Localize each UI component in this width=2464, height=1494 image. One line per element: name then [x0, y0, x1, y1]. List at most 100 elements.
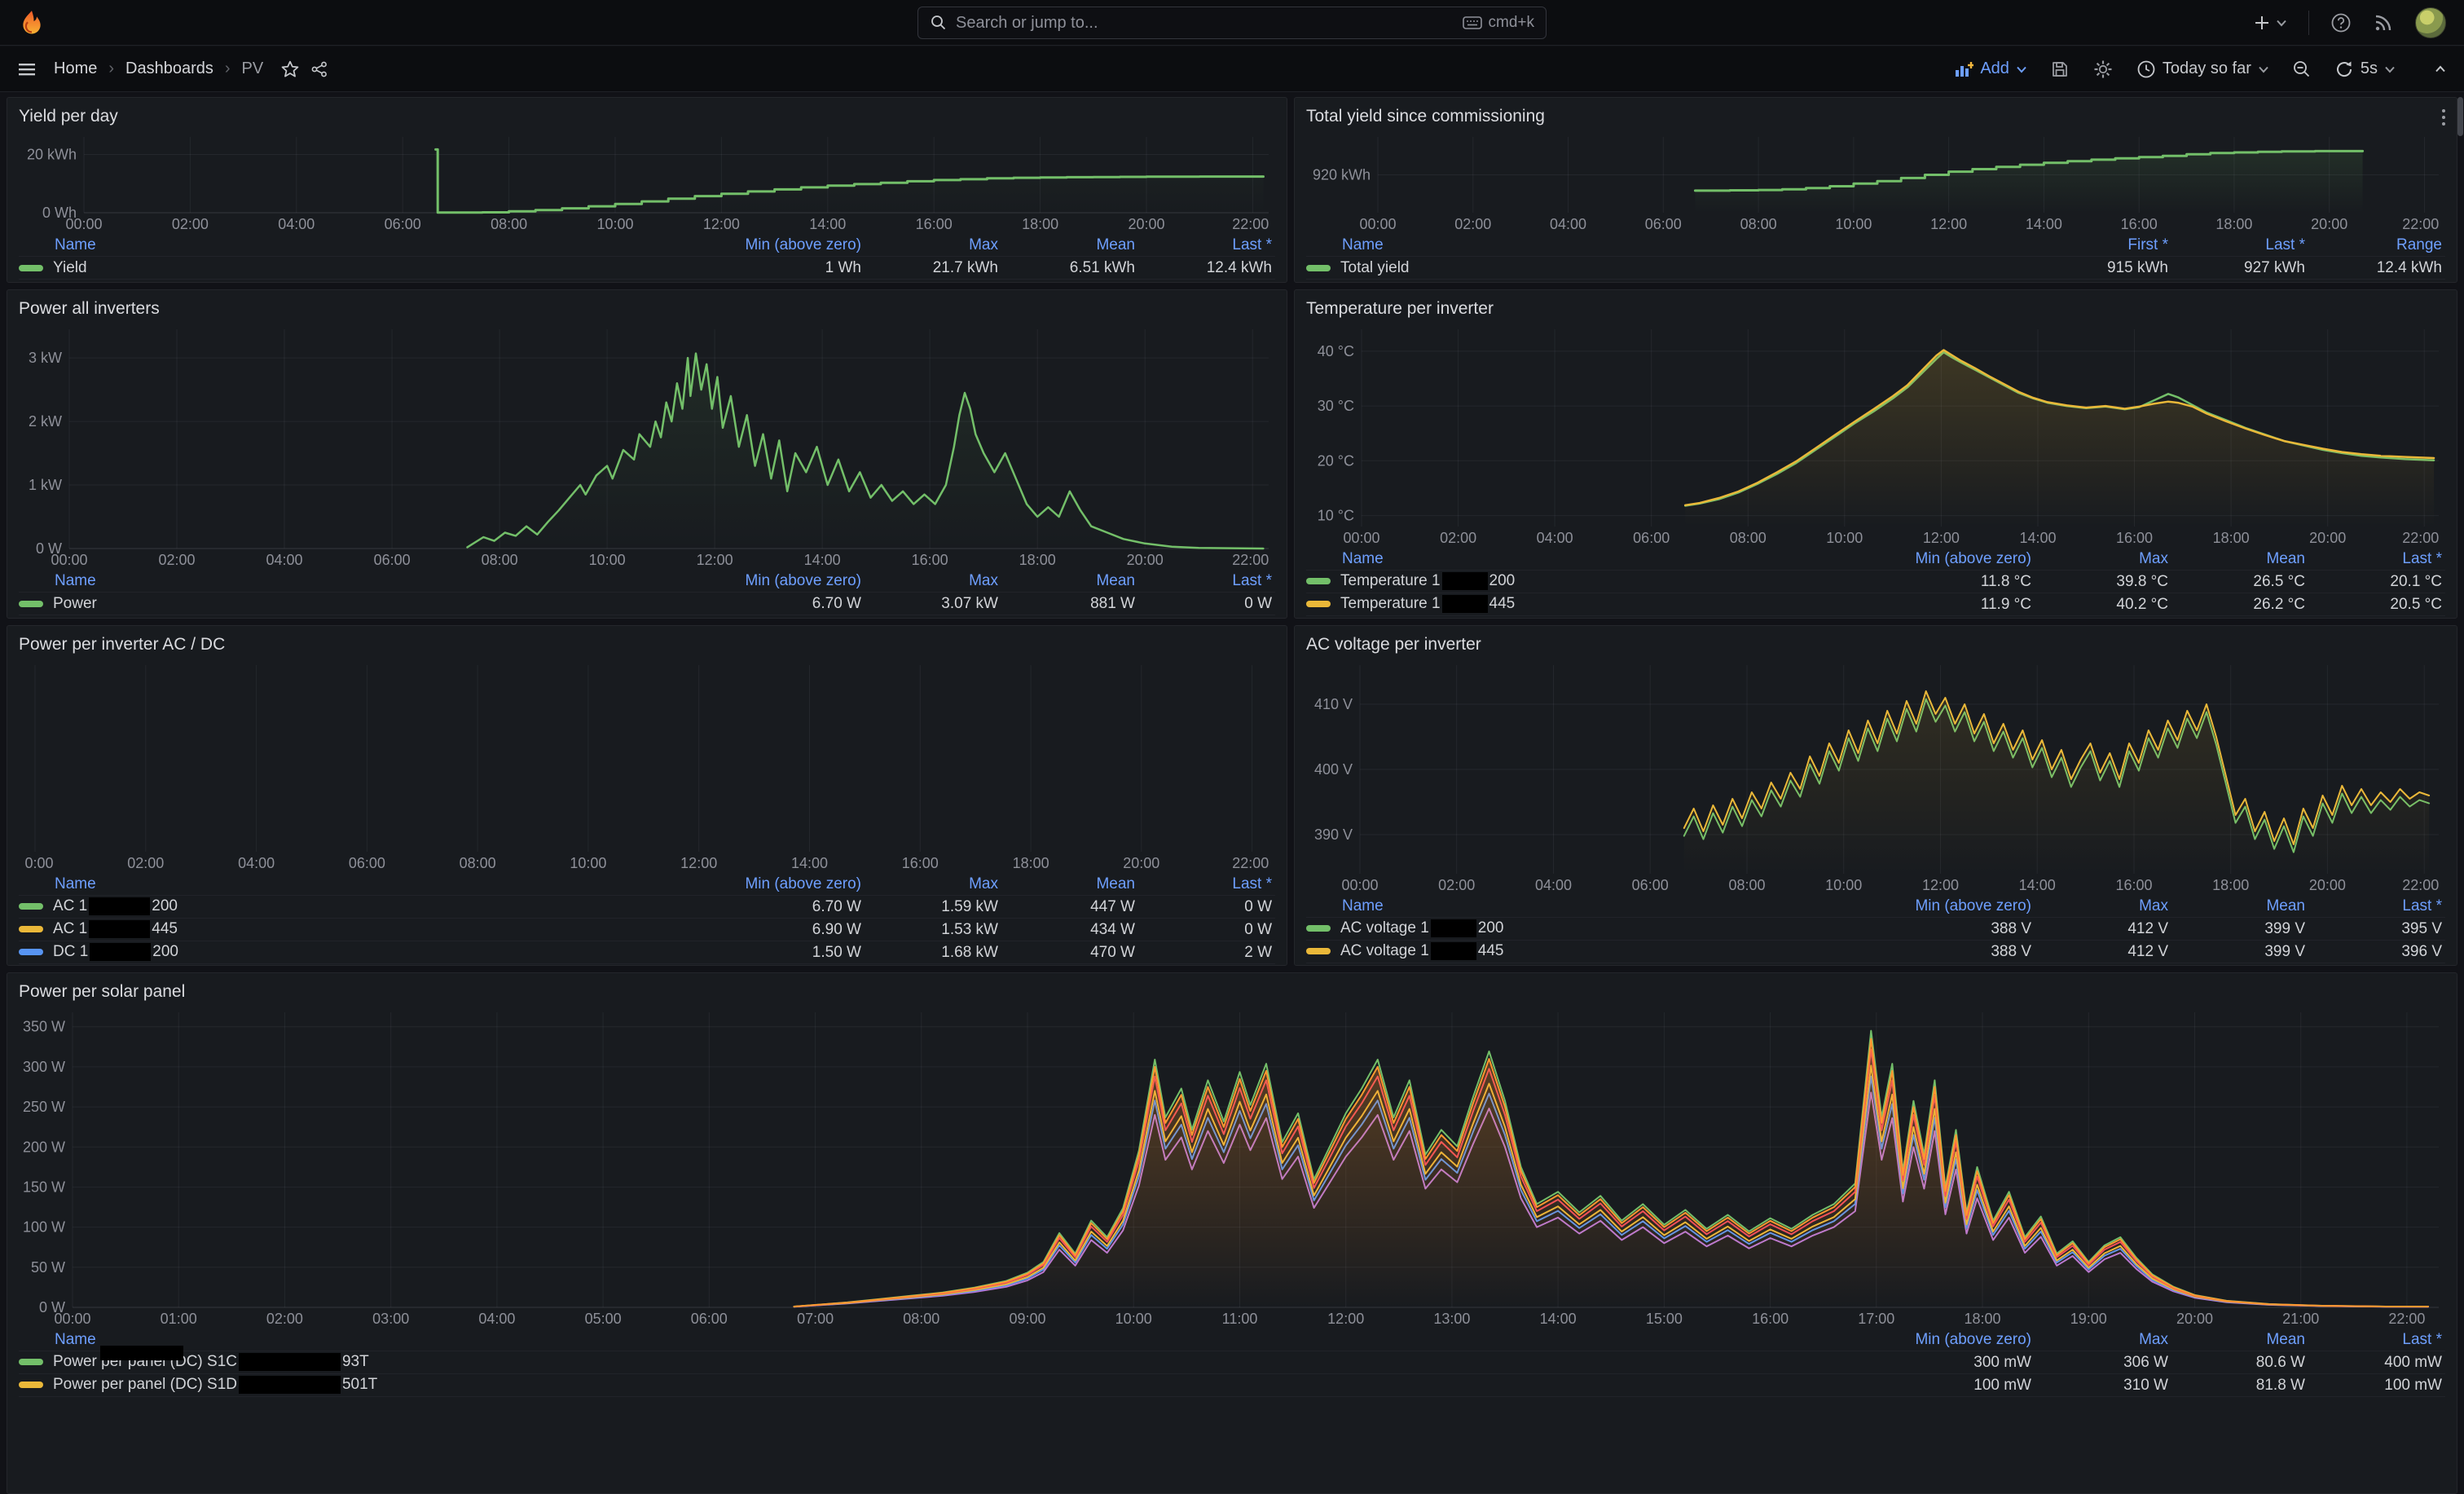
- series-label[interactable]: Yield: [19, 259, 656, 277]
- time-range-picker[interactable]: Today so far: [2136, 59, 2269, 79]
- legend-column-stat[interactable]: Min (above zero): [745, 236, 861, 253]
- legend-row[interactable]: AC 1 445 6.90 W 1.53 kW 434 W 0 W: [19, 919, 1275, 941]
- legend-column-stat[interactable]: Last *: [1232, 875, 1272, 892]
- panel-title[interactable]: Power all inverters: [19, 299, 160, 318]
- legend-column-name[interactable]: Name: [1342, 897, 1384, 914]
- legend-row[interactable]: Power per panel (DC) S1C 93T 300 mW 306 W 80…: [19, 1351, 2445, 1374]
- panel-title[interactable]: Power per inverter AC / DC: [19, 635, 226, 654]
- legend-column-stat[interactable]: Last *: [2265, 236, 2305, 253]
- top-navigation-bar: Search or jump to... cmd+k: [0, 0, 2464, 46]
- legend-column-name[interactable]: Name: [55, 236, 96, 253]
- grafana-logo[interactable]: [18, 8, 47, 37]
- legend-column-stat[interactable]: Mean: [2266, 1330, 2305, 1348]
- add-button[interactable]: Add: [1954, 59, 2027, 78]
- favorite-button[interactable]: [281, 60, 299, 78]
- legend-row[interactable]: AC voltage 1 200 388 V 412 V 399 V 395 V: [1306, 918, 2445, 941]
- breadcrumb-current[interactable]: PV: [241, 59, 264, 77]
- refresh-button[interactable]: 5s: [2334, 59, 2396, 79]
- new-button[interactable]: [2253, 14, 2287, 32]
- series-label[interactable]: AC 1 200: [19, 897, 656, 916]
- share-button[interactable]: [310, 60, 328, 78]
- series-label[interactable]: Temperature 1 200: [1306, 572, 1826, 591]
- legend-column-stat[interactable]: Mean: [2266, 549, 2305, 567]
- series-label[interactable]: AC voltage 1 200: [1306, 919, 1826, 938]
- svg-text:08:00: 08:00: [482, 552, 518, 568]
- legend-column-stat[interactable]: Max: [2139, 549, 2168, 567]
- series-label[interactable]: Power: [19, 595, 656, 613]
- legend-column-stat[interactable]: Mean: [1096, 875, 1135, 892]
- legend-column-stat[interactable]: Max: [2139, 897, 2168, 914]
- legend-column-stat[interactable]: Last *: [2402, 1330, 2442, 1348]
- legend-column-stat[interactable]: Max: [969, 236, 998, 253]
- series-label[interactable]: AC 1 445: [19, 920, 656, 939]
- chart-power-all-inverters[interactable]: 00:00 02:00 04:00 06:00 08:00 10:00 12:00 14:00…: [19, 323, 1275, 570]
- series-label[interactable]: Total yield: [1306, 259, 1963, 277]
- news-button[interactable]: [2373, 12, 2394, 33]
- legend-column-stat[interactable]: Max: [2139, 1330, 2168, 1348]
- legend-column-stat[interactable]: First *: [2127, 236, 2168, 253]
- chart-temperature-per-inverter[interactable]: 00:00 02:00 04:00 06:00 08:00 10:00 12:00 14:00…: [1306, 323, 2445, 548]
- help-button[interactable]: [2330, 12, 2352, 33]
- chart-yield-per-day[interactable]: 00:00 02:00 04:00 06:00 08:00 10:00 12:00 14:00…: [19, 130, 1275, 234]
- legend-column-stat[interactable]: Min (above zero): [1915, 1330, 2031, 1348]
- legend-column-stat[interactable]: Min (above zero): [1915, 897, 2031, 914]
- user-avatar[interactable]: [2415, 7, 2446, 38]
- legend-column-stat[interactable]: Min (above zero): [745, 875, 861, 892]
- legend-column-name[interactable]: Name: [55, 875, 96, 892]
- zoom-out-time-button[interactable]: [2292, 59, 2312, 79]
- legend-column-stat[interactable]: Last *: [2402, 549, 2442, 567]
- series-label[interactable]: DC 1 200: [19, 943, 656, 962]
- legend-column-stat[interactable]: Mean: [1096, 236, 1135, 253]
- legend-row[interactable]: Yield 1 Wh 21.7 kWh 6.51 kWh 12.4 kWh: [19, 257, 1275, 280]
- legend-column-stat[interactable]: Mean: [2266, 897, 2305, 914]
- chart-ac-voltage-per-inverter[interactable]: 00:00 02:00 04:00 06:00 08:00 10:00 12:00 14:00…: [1306, 659, 2445, 895]
- search-input[interactable]: Search or jump to... cmd+k: [917, 7, 1547, 39]
- legend-row[interactable]: Temperature 1 445 11.9 °C 40.2 °C 26.2 °C 20.…: [1306, 593, 2445, 616]
- legend-row[interactable]: Power 6.70 W 3.07 kW 881 W 0 W: [19, 593, 1275, 615]
- legend-column-name[interactable]: Name: [1342, 549, 1384, 567]
- breadcrumb-home[interactable]: Home: [54, 59, 98, 77]
- legend-row[interactable]: AC voltage 1 445 388 V 412 V 399 V 396 V: [1306, 941, 2445, 963]
- legend-column-stat[interactable]: Range: [2396, 236, 2442, 253]
- chart-total-yield[interactable]: 00:00 02:00 04:00 06:00 08:00 10:00 12:00 14:00…: [1306, 130, 2445, 234]
- legend-column-stat[interactable]: Mean: [1096, 571, 1135, 589]
- legend-column-name[interactable]: Name: [55, 571, 96, 589]
- panel-title[interactable]: AC voltage per inverter: [1306, 635, 1481, 654]
- legend-row[interactable]: Temperature 1 200 11.8 °C 39.8 °C 26.5 °C 20.…: [1306, 571, 2445, 593]
- legend-column-stat[interactable]: Max: [969, 571, 998, 589]
- search-icon: [931, 15, 946, 30]
- chart-power-per-solar-panel[interactable]: 00:00 01:00 02:00 03:00 04:00 05:00 06:00 07:00…: [19, 1006, 2445, 1329]
- panel-menu-icon[interactable]: [2439, 106, 2449, 129]
- legend-column-stat[interactable]: Last *: [1232, 236, 1272, 253]
- series-label[interactable]: AC voltage 1 445: [1306, 942, 1826, 961]
- svg-text:10:00: 10:00: [1115, 1311, 1152, 1327]
- legend-column-stat[interactable]: Last *: [2402, 897, 2442, 914]
- chart-power-per-inverter-ac-dc[interactable]: 0:00 02:00 04:00 06:00 08:00 10:00 12:00 14:00 1…: [19, 659, 1275, 873]
- scrollbar-thumb[interactable]: [2457, 97, 2463, 136]
- series-label[interactable]: Power per panel (DC) S1C 93T: [19, 1353, 1826, 1372]
- save-dashboard-button[interactable]: [2050, 59, 2070, 79]
- mega-menu-button[interactable]: [16, 59, 37, 80]
- legend-column-stat[interactable]: Min (above zero): [1915, 549, 2031, 567]
- legend-row[interactable]: Total yield 915 kWh 927 kWh 12.4 kWh: [1306, 257, 2445, 280]
- svg-text:16:00: 16:00: [2121, 216, 2158, 232]
- panel-title[interactable]: Total yield since commissioning: [1306, 107, 1545, 126]
- panel-title[interactable]: Yield per day: [19, 107, 118, 126]
- legend-column-name[interactable]: Name: [55, 1330, 96, 1348]
- legend-row[interactable]: DC 1 200 1.50 W 1.68 kW 470 W 2 W: [19, 941, 1275, 964]
- legend-row[interactable]: AC 1 200 6.70 W 1.59 kW 447 W 0 W: [19, 896, 1275, 919]
- legend-row[interactable]: Power per panel (DC) S1D 501T 100 mW 310 W 8…: [19, 1374, 2445, 1397]
- legend-column-stat[interactable]: Max: [969, 875, 998, 892]
- svg-text:00:00: 00:00: [1359, 216, 1396, 232]
- panel-title[interactable]: Temperature per inverter: [1306, 299, 1494, 318]
- breadcrumb-dashboards[interactable]: Dashboards: [125, 59, 213, 77]
- series-label[interactable]: Temperature 1 445: [1306, 595, 1826, 614]
- legend-column-name[interactable]: Name: [1342, 236, 1384, 253]
- panel-title[interactable]: Power per solar panel: [19, 982, 186, 1001]
- legend-column-stat[interactable]: Last *: [1232, 571, 1272, 589]
- legend-column-stat[interactable]: Min (above zero): [745, 571, 861, 589]
- series-label[interactable]: Power per panel (DC) S1D 501T: [19, 1376, 1826, 1395]
- redaction-box: [100, 1346, 183, 1360]
- collapse-toolbar-button[interactable]: [2433, 64, 2448, 75]
- dashboard-settings-button[interactable]: [2092, 59, 2114, 80]
